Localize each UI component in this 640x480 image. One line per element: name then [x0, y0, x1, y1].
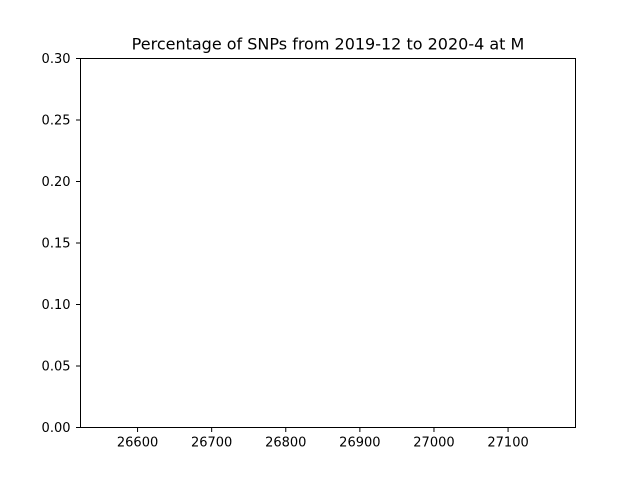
y-tick-label: 0.25	[42, 114, 71, 129]
x-tick-label: 26900	[339, 436, 380, 451]
y-tick-label: 0.10	[42, 298, 71, 313]
x-axis-ticks: 26600 26700 26800 26900 27000 27100	[117, 427, 529, 451]
x-tick-label: 27100	[487, 436, 528, 451]
plot-area	[80, 58, 576, 428]
chart-title: Percentage of SNPs from 2019-12 to 2020-…	[132, 35, 525, 54]
y-tick-label: 0.15	[42, 237, 71, 252]
y-tick-label: 0.30	[42, 52, 71, 67]
x-tick-label: 26700	[191, 436, 232, 451]
y-tick-label: 0.20	[42, 175, 71, 190]
y-tick-label: 0.00	[42, 421, 71, 436]
y-tick-label: 0.05	[42, 360, 71, 375]
x-tick-label: 26600	[117, 436, 158, 451]
y-axis-ticks: 0.00 0.05 0.10 0.15 0.20 0.25 0.30	[42, 52, 81, 436]
x-tick-label: 26800	[265, 436, 306, 451]
x-tick-label: 27000	[413, 436, 454, 451]
